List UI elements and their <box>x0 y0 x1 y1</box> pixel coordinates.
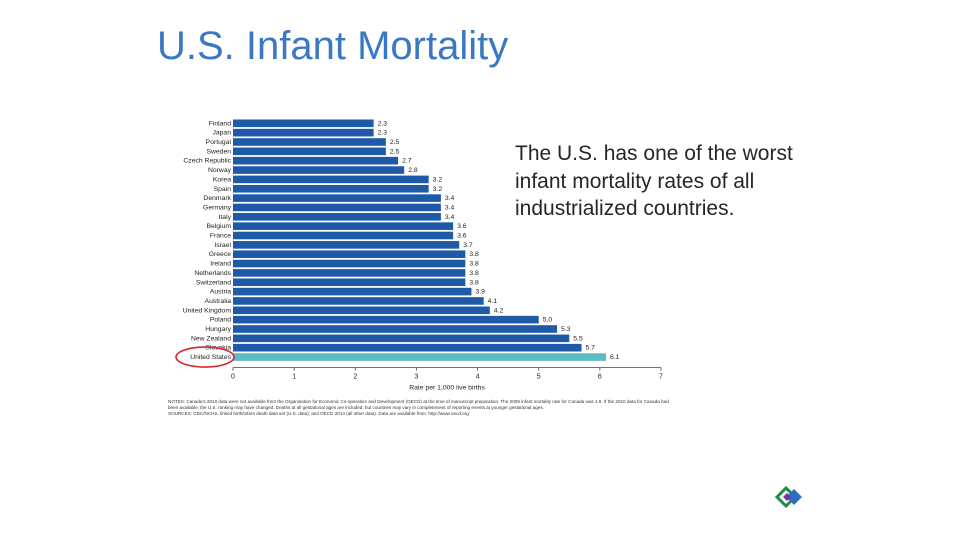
data-label: 4.1 <box>488 298 498 305</box>
bar <box>233 194 441 202</box>
data-label: 2.5 <box>390 148 400 155</box>
chart-notes: NOTES: Canada's 2010 data were not avail… <box>168 399 673 416</box>
data-label: 3.8 <box>469 270 479 277</box>
category-label: Greece <box>209 251 232 258</box>
x-tick-label: 3 <box>414 374 418 381</box>
bar <box>233 119 374 128</box>
data-label: 3.4 <box>445 204 455 211</box>
diamond-logo-icon <box>774 485 802 509</box>
data-label: 3.8 <box>469 261 479 268</box>
x-tick-label: 0 <box>231 374 235 381</box>
data-label: 5.3 <box>561 326 571 333</box>
category-label: Australia <box>205 298 232 305</box>
data-label: 2.3 <box>378 130 388 137</box>
data-label: 3.8 <box>469 279 479 286</box>
data-label: 3.7 <box>463 242 473 249</box>
data-label: 5.7 <box>586 345 596 352</box>
bar <box>233 166 405 174</box>
data-label: 3.2 <box>433 186 443 193</box>
category-label: France <box>210 233 231 240</box>
bar <box>233 175 429 184</box>
data-label: 2.5 <box>390 139 400 146</box>
callout-text: The U.S. has one of the worst infant mor… <box>515 142 793 220</box>
category-label: Ireland <box>210 261 231 268</box>
bar <box>233 334 570 343</box>
bar <box>233 184 429 193</box>
category-label: Netherlands <box>194 270 231 277</box>
bar <box>233 353 606 361</box>
bar <box>233 147 386 156</box>
category-label: Germany <box>203 204 232 211</box>
notes-text: NOTES: Canada's 2010 data were not avail… <box>168 399 669 410</box>
bar <box>233 241 460 249</box>
bar <box>233 128 374 137</box>
x-tick-label: 5 <box>537 374 541 381</box>
bar <box>233 138 386 146</box>
bar <box>233 315 539 324</box>
data-label: 3.8 <box>469 251 479 258</box>
bar <box>233 250 466 258</box>
x-tick-label: 7 <box>659 374 663 381</box>
data-label: 5.5 <box>573 335 583 342</box>
bar <box>233 231 454 240</box>
category-label: Israel <box>214 242 231 249</box>
category-label: Finland <box>209 120 232 127</box>
data-label: 3.6 <box>457 233 467 240</box>
category-label: Korea <box>213 176 231 183</box>
x-tick-label: 1 <box>292 374 296 381</box>
category-label: Czech Republic <box>183 158 231 165</box>
data-label: 2.7 <box>402 158 412 165</box>
category-label: Switzerland <box>196 279 231 286</box>
bar <box>233 269 466 277</box>
data-label: 5.0 <box>543 317 553 324</box>
bar <box>233 203 441 212</box>
category-label: Japan <box>212 130 231 137</box>
bar <box>233 343 582 352</box>
bar <box>233 222 454 230</box>
sources-text: SOURCES: CDC/NCHS, linked birth/infant d… <box>168 410 471 416</box>
data-label: 2.8 <box>408 167 418 174</box>
bar <box>233 278 466 287</box>
slide-title: U.S. Infant Mortality <box>157 24 509 68</box>
data-label: 3.4 <box>445 214 455 221</box>
category-label: Sweden <box>206 148 231 155</box>
data-label: 3.4 <box>445 195 455 202</box>
data-label: 3.2 <box>433 176 443 183</box>
category-label: Denmark <box>203 195 231 202</box>
category-label: New Zealand <box>191 335 231 342</box>
bar <box>233 259 466 268</box>
category-label: Poland <box>210 317 231 324</box>
category-label: Spain <box>214 186 232 193</box>
category-label: United States <box>190 354 231 361</box>
category-label: Hungary <box>205 326 231 333</box>
x-axis-title: Rate per 1,000 live births <box>409 385 485 392</box>
bar <box>233 287 472 296</box>
x-tick-label: 2 <box>353 374 357 381</box>
bar <box>233 306 490 315</box>
data-label: 6.1 <box>610 354 620 361</box>
x-tick-label: 6 <box>598 374 602 381</box>
data-label: 2.3 <box>378 120 388 127</box>
category-label: Italy <box>219 214 232 221</box>
x-tick-label: 4 <box>476 374 480 381</box>
category-label: Portugal <box>206 139 232 146</box>
highlight-circle <box>175 346 235 368</box>
data-label: 4.2 <box>494 307 504 314</box>
bar <box>233 325 558 333</box>
bar <box>233 213 441 221</box>
category-label: Austria <box>210 289 231 296</box>
bar <box>233 156 399 165</box>
category-label: United Kingdom <box>183 307 232 314</box>
category-label: Belgium <box>206 223 231 230</box>
data-label: 3.6 <box>457 223 467 230</box>
bar <box>233 297 484 305</box>
data-label: 3.9 <box>475 289 485 296</box>
category-label: Norway <box>208 167 232 174</box>
